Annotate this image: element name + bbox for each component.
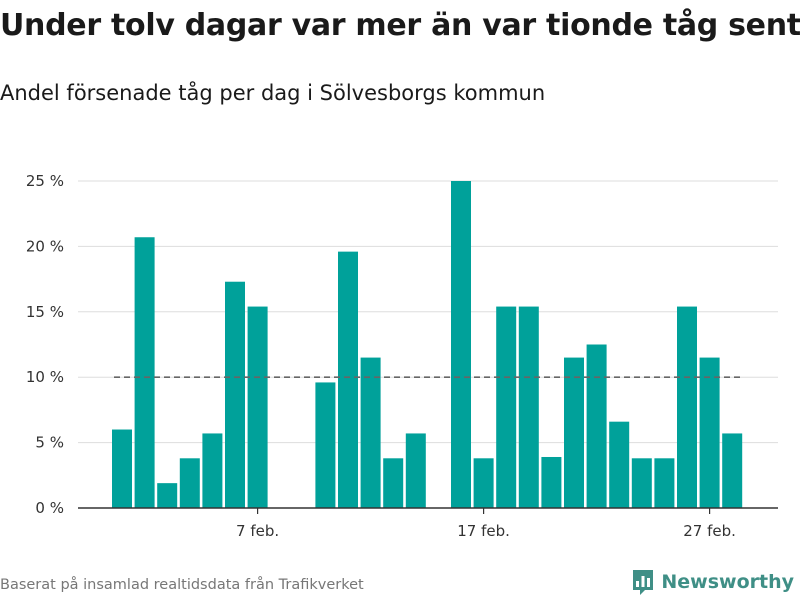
- bar-28-feb: [722, 433, 743, 508]
- y-tick-label-25: 25 %: [26, 172, 64, 190]
- y-tick-label-0: 0 %: [35, 499, 64, 517]
- bar-25-feb: [654, 458, 675, 508]
- brand-name: Newsworthy: [661, 571, 794, 593]
- bar-5-feb: [202, 433, 223, 508]
- y-tick-label-20: 20 %: [26, 237, 64, 255]
- x-tick-label-6: 7 feb.: [236, 522, 279, 540]
- bar-20-feb: [541, 456, 562, 508]
- y-tick-label-5: 5 %: [35, 434, 64, 452]
- gridlines: [78, 180, 778, 444]
- chart-subtitle: Andel försenade tåg per dag i Sölvesborg…: [0, 81, 546, 105]
- bar-23-feb: [609, 421, 630, 508]
- bar-24-feb: [631, 458, 652, 508]
- bar-13-feb: [383, 458, 404, 508]
- bar-11-feb: [338, 251, 358, 508]
- bar-10-feb: [315, 382, 336, 508]
- bar-12-feb: [360, 357, 381, 508]
- source-note: Baserat på insamlad realtidsdata från Tr…: [0, 577, 364, 593]
- chart-title: Under tolv dagar var mer än var tionde t…: [0, 8, 800, 43]
- bar-21-feb: [564, 357, 584, 508]
- bar-19-feb: [518, 306, 539, 508]
- bar-2-feb: [134, 237, 155, 508]
- bar-16-feb: [451, 181, 471, 508]
- bar-26-feb: [677, 306, 697, 508]
- x-tick-label-16: 17 feb.: [457, 522, 510, 540]
- bar-6-feb: [225, 281, 245, 508]
- y-axis-labels: 0 % 5 % 10 % 15 % 20 % 25 %: [26, 172, 64, 517]
- bar-18-feb: [496, 306, 517, 508]
- bar-3-feb: [157, 483, 178, 508]
- newsworthy-logo-icon: [633, 570, 654, 595]
- bar-7-feb: [247, 306, 268, 508]
- bar-4-feb: [179, 458, 200, 508]
- y-tick-label-10: 10 %: [26, 368, 64, 386]
- y-tick-label-15: 15 %: [26, 303, 64, 321]
- newsworthy-logo: Newsworthy: [631, 568, 794, 596]
- bars: [112, 181, 743, 508]
- bar-17-feb: [473, 458, 494, 508]
- bar-1-feb: [112, 429, 132, 508]
- bar-14-feb: [405, 433, 426, 508]
- x-axis: 7 feb. 17 feb. 27 feb.: [78, 507, 778, 540]
- bar-27-feb: [699, 357, 720, 508]
- x-tick-label-26: 27 feb.: [683, 522, 736, 540]
- bar-22-feb: [586, 344, 607, 508]
